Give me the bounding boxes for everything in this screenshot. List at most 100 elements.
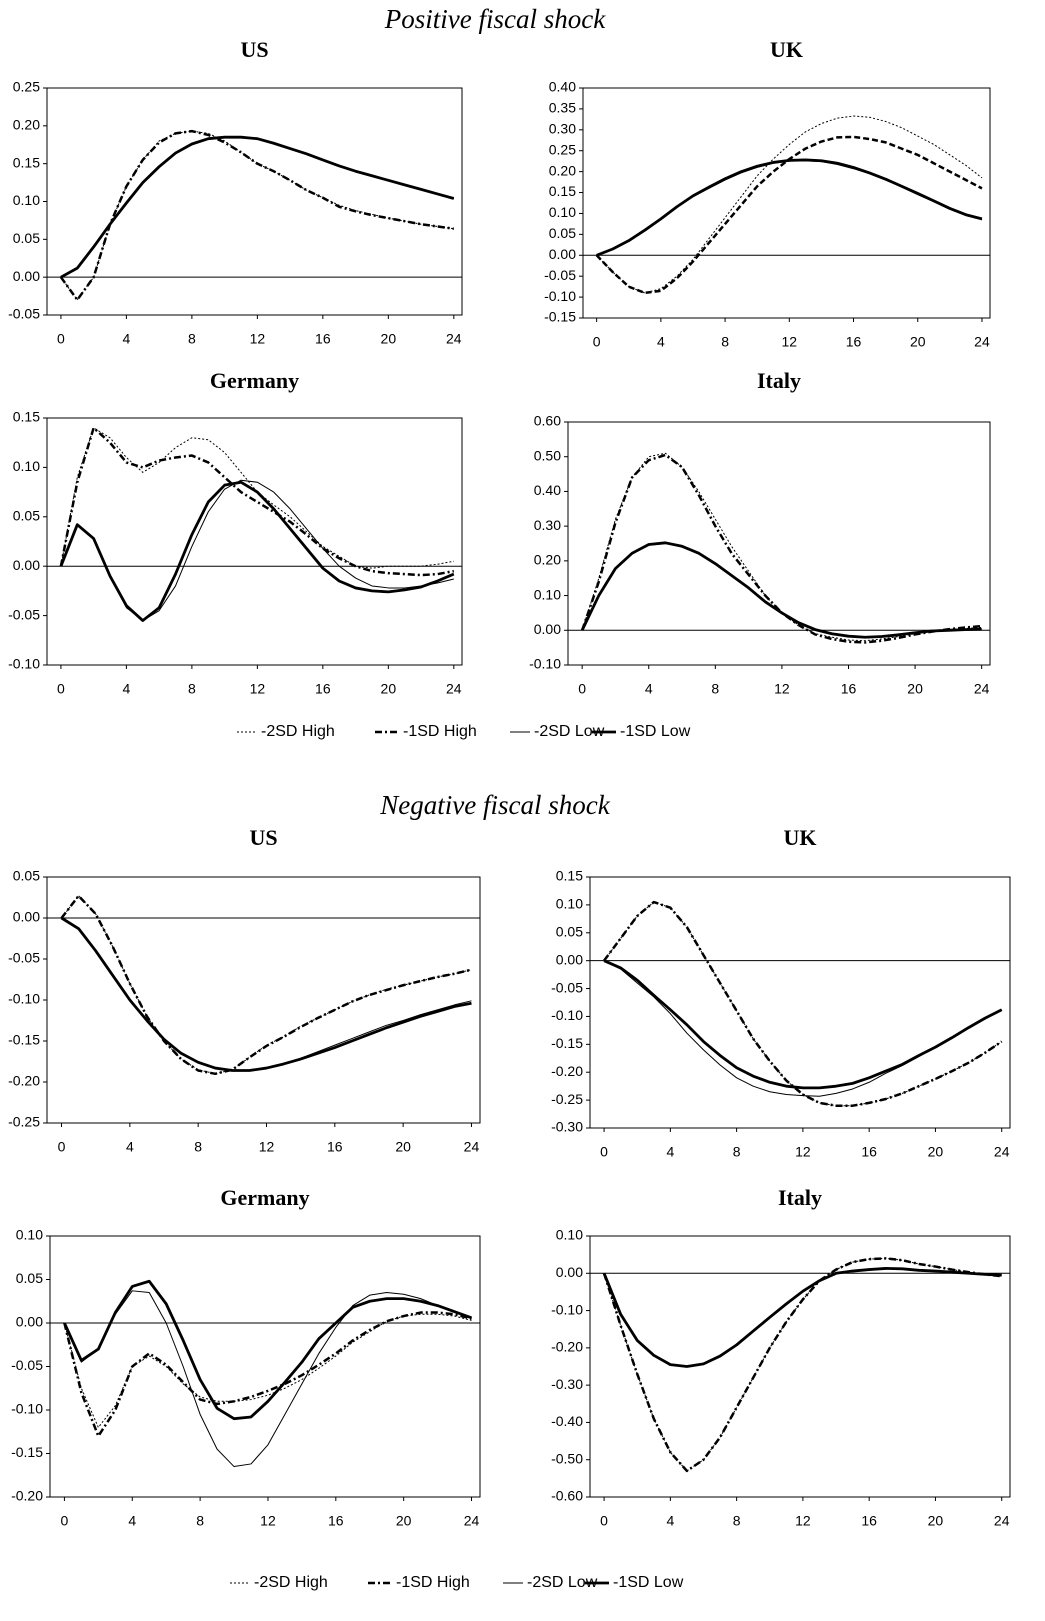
x-tick-label: 4 <box>657 334 665 350</box>
y-tick-label: 0.10 <box>556 1227 583 1243</box>
plot-frame <box>46 87 463 316</box>
x-tick-label: 12 <box>260 1513 276 1529</box>
series-line <box>59 426 455 577</box>
y-tick-label: -0.05 <box>8 950 40 966</box>
x-tick-label: 8 <box>188 681 196 697</box>
x-tick-label: 8 <box>196 1513 204 1529</box>
chart-title: US <box>240 37 268 62</box>
x-tick-label: 16 <box>328 1513 344 1529</box>
legend-label: -2SD High <box>254 1574 328 1591</box>
x-tick-label: 20 <box>396 1513 412 1529</box>
y-tick-label: 0.00 <box>556 951 583 967</box>
x-tick-label: 0 <box>57 681 65 697</box>
y-tick-label: 0.00 <box>534 621 561 637</box>
x-tick-label: 12 <box>774 681 790 697</box>
y-tick-label: -0.20 <box>551 1063 583 1079</box>
x-tick-label: 20 <box>907 681 923 697</box>
y-tick-label: 0.05 <box>13 868 40 884</box>
y-tick-label: 0.10 <box>13 458 40 474</box>
y-tick-label: 0.30 <box>549 121 576 137</box>
legend-label: -1SD High <box>396 1574 470 1591</box>
x-tick-label: 16 <box>841 681 857 697</box>
series-line <box>596 115 983 294</box>
x-tick-label: 16 <box>861 1144 877 1160</box>
y-tick-label: -0.15 <box>11 1444 43 1460</box>
x-tick-label: 8 <box>711 681 719 697</box>
y-tick-label: 0.00 <box>13 909 40 925</box>
x-tick-label: 4 <box>126 1139 134 1155</box>
chart-title: Italy <box>778 1185 822 1210</box>
y-tick-label: 0.05 <box>549 225 576 241</box>
plot-frame <box>582 87 991 319</box>
series-line <box>60 130 454 301</box>
series-line <box>63 1290 472 1468</box>
series-line <box>59 129 454 302</box>
y-tick-label: -0.10 <box>529 656 561 672</box>
x-tick-label: 12 <box>782 334 798 350</box>
y-tick-label: 0.40 <box>549 79 576 95</box>
x-tick-label: 12 <box>250 331 266 347</box>
x-tick-label: 24 <box>994 1144 1010 1160</box>
x-tick-label: 16 <box>861 1513 877 1529</box>
y-tick-label: 0.20 <box>534 552 561 568</box>
y-tick-label: 0.25 <box>13 79 40 95</box>
y-tick-label: 0.00 <box>13 557 40 573</box>
x-tick-label: 24 <box>446 331 462 347</box>
x-tick-label: 4 <box>122 331 130 347</box>
legend-label: -1SD Low <box>613 1574 684 1591</box>
series-line <box>603 1267 1002 1367</box>
x-tick-label: 4 <box>666 1513 674 1529</box>
series-line <box>63 1311 472 1438</box>
x-tick-label: 20 <box>928 1513 944 1529</box>
series-line <box>596 158 983 257</box>
x-tick-label: 4 <box>645 681 653 697</box>
series-line <box>581 543 982 638</box>
series-line <box>60 136 454 278</box>
y-tick-label: 0.00 <box>556 1264 583 1280</box>
x-tick-label: 0 <box>578 681 586 697</box>
x-tick-label: 8 <box>733 1144 741 1160</box>
y-tick-label: 0.05 <box>13 230 40 246</box>
y-tick-label: 0.10 <box>13 192 40 208</box>
y-tick-label: 0.10 <box>16 1227 43 1243</box>
y-tick-label: -0.10 <box>544 288 576 304</box>
y-tick-label: -0.20 <box>8 1073 40 1089</box>
x-tick-label: 4 <box>128 1513 136 1529</box>
y-tick-label: -0.30 <box>551 1376 583 1392</box>
series-line <box>603 900 1003 1107</box>
plot-frame <box>49 1235 481 1498</box>
y-tick-label: 0.15 <box>13 409 40 425</box>
y-tick-label: 0.60 <box>534 413 561 429</box>
y-tick-label: -0.20 <box>11 1488 43 1504</box>
series-line <box>602 1257 1002 1473</box>
legend-label: -1SD Low <box>620 723 691 740</box>
x-tick-label: 20 <box>381 331 397 347</box>
series-line <box>60 894 472 1076</box>
plot-frame <box>46 417 463 666</box>
y-tick-label: -0.60 <box>551 1488 583 1504</box>
y-tick-label: -0.25 <box>8 1114 40 1130</box>
x-tick-label: 0 <box>58 1139 66 1155</box>
x-tick-label: 8 <box>733 1513 741 1529</box>
series-line <box>60 479 454 622</box>
series-line <box>580 541 982 639</box>
x-tick-label: 0 <box>600 1144 608 1160</box>
y-tick-label: 0.15 <box>556 868 583 884</box>
x-tick-label: 20 <box>910 334 926 350</box>
series-line <box>61 917 472 1072</box>
series-line <box>596 160 983 256</box>
legend-label: -2SD Low <box>527 1574 598 1591</box>
series-line <box>60 427 454 569</box>
y-tick-label: -0.20 <box>551 1339 583 1355</box>
y-tick-label: -0.10 <box>551 1301 583 1317</box>
y-tick-label: 0.35 <box>549 100 576 116</box>
x-tick-label: 0 <box>61 1513 69 1529</box>
x-tick-label: 12 <box>259 1139 275 1155</box>
x-tick-label: 24 <box>464 1513 480 1529</box>
y-tick-label: 0.10 <box>556 896 583 912</box>
legend-label: -1SD High <box>403 723 477 740</box>
x-tick-label: 8 <box>194 1139 202 1155</box>
x-tick-label: 12 <box>795 1513 811 1529</box>
series-line <box>60 135 455 279</box>
y-tick-label: 0.00 <box>549 246 576 262</box>
